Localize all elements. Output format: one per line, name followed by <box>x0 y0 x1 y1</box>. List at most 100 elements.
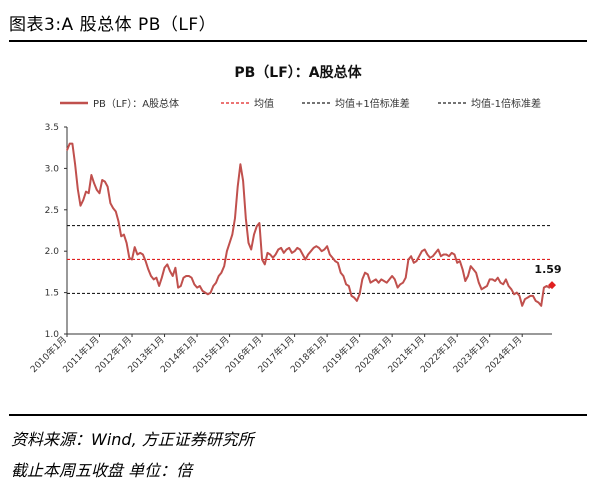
pb-data-point <box>329 253 331 256</box>
pb-data-point <box>291 252 293 254</box>
pb-data-point <box>391 275 393 277</box>
pb-data-point <box>475 272 477 274</box>
pb-data-point <box>212 285 214 287</box>
source-note: 资料来源：Wind, 方正证券研究所 <box>11 430 254 449</box>
pb-data-point <box>499 282 502 284</box>
pb-data-point <box>96 189 98 191</box>
pb-data-point <box>93 182 95 184</box>
reference-lines <box>67 224 552 294</box>
pb-data-point <box>405 277 407 279</box>
pb-data-point <box>543 287 545 289</box>
pb-data-point <box>415 260 418 262</box>
pb-data-point <box>453 253 456 256</box>
pb-data-point <box>313 247 315 249</box>
chart-legend: PB（LF）：A股总体 均值 均值+1倍标准差 均值-1倍标准差 <box>60 97 541 110</box>
pb-data-point <box>229 242 231 244</box>
pb-data-point <box>253 234 255 236</box>
pb-data-point <box>174 267 176 269</box>
pb-data-point <box>535 300 537 302</box>
pb-data-point <box>375 278 377 280</box>
pb-data-point <box>318 247 320 249</box>
pb-data-point <box>123 234 125 236</box>
pb-data-point <box>250 248 252 251</box>
pb-data-point <box>353 297 355 299</box>
top-rule <box>9 40 587 42</box>
pb-data-point <box>299 248 301 251</box>
pb-data-point <box>445 253 447 256</box>
pb-data-point <box>548 287 550 289</box>
pb-data-point <box>367 273 369 275</box>
pb-data-point <box>378 282 380 284</box>
pb-data-point <box>104 181 106 183</box>
pb-data-point <box>288 247 290 249</box>
pb-data-point <box>467 275 469 277</box>
y-axis: 1.0 1.5 2.0 2.5 3.0 3.5 <box>45 123 68 340</box>
pb-data-point <box>383 280 385 282</box>
pb-chart: PB（LF）：A股总体 PB（LF）：A股总体 均值 均值+1倍标准差 均值-1倍标准… <box>28 64 562 375</box>
pb-data-point <box>440 255 442 257</box>
pb-data-point <box>153 278 155 280</box>
pb-data-point <box>220 272 222 274</box>
pb-data-point <box>546 285 548 287</box>
pb-data-point <box>331 257 334 259</box>
legend-label: 均值-1倍标准差 <box>471 97 541 110</box>
pb-data-point <box>359 293 361 295</box>
pb-data-point <box>210 292 212 294</box>
pb-data-point <box>459 260 461 262</box>
pb-data-point <box>494 280 496 282</box>
pb-data-point <box>88 192 90 194</box>
pb-data-point <box>256 225 258 227</box>
pb-data-point <box>180 285 182 287</box>
pb-data-point <box>218 275 220 277</box>
pb-data-point <box>69 143 71 145</box>
pb-data-point <box>429 257 431 259</box>
pb-data-point <box>524 298 526 300</box>
pb-data-point <box>277 248 279 251</box>
pb-data-point <box>399 283 401 285</box>
pb-data-point <box>185 275 187 277</box>
pb-data-point <box>169 270 171 272</box>
pb-data-point <box>540 305 542 307</box>
pb-data-point <box>456 262 458 264</box>
pb-data-point <box>537 301 540 304</box>
pb-data-point <box>502 283 504 285</box>
pb-data-point <box>486 285 488 287</box>
pb-data-point <box>424 248 426 251</box>
y-tick-label: 1.5 <box>45 289 59 299</box>
pb-data-point <box>294 250 296 252</box>
pb-data-point <box>380 278 382 280</box>
pb-data-point <box>421 250 423 252</box>
pb-data-point <box>182 277 185 279</box>
legend-label: 均值+1倍标准差 <box>335 97 410 110</box>
pb-data-point <box>369 282 372 284</box>
y-tick-label: 2.5 <box>45 206 59 216</box>
pb-data-point <box>310 250 312 252</box>
pb-data-point <box>128 257 130 259</box>
pb-data-point <box>115 210 117 213</box>
pb-data-point <box>215 282 217 284</box>
pb-data-point <box>134 246 136 248</box>
pb-data-point <box>348 285 350 287</box>
chart-title: PB（LF）：A股总体 <box>234 64 362 81</box>
pb-data-point <box>345 283 347 285</box>
pb-data-point <box>386 282 388 284</box>
pb-data-point <box>478 282 480 284</box>
pb-data-point <box>516 292 518 294</box>
last-value-label: 1.59 <box>534 263 561 276</box>
pb-data-point <box>207 293 209 295</box>
pb-data-point <box>489 278 491 280</box>
legend-label: PB（LF）：A股总体 <box>93 97 179 110</box>
pb-data-point <box>521 305 523 307</box>
pb-data-point <box>280 247 282 249</box>
pb-data-point <box>204 292 206 294</box>
pb-data-point <box>120 235 122 237</box>
pb-data-point <box>326 245 328 247</box>
pb-data-point <box>342 275 344 277</box>
pb-data-point <box>462 268 464 270</box>
pb-data-point <box>361 278 363 280</box>
pb-data-point <box>107 186 109 188</box>
pb-data-point <box>527 297 529 299</box>
figure-title: 图表3:A 股总体 PB（LF） <box>9 15 217 35</box>
y-tick-label: 1.0 <box>45 330 60 340</box>
pb-data-point <box>71 143 73 145</box>
